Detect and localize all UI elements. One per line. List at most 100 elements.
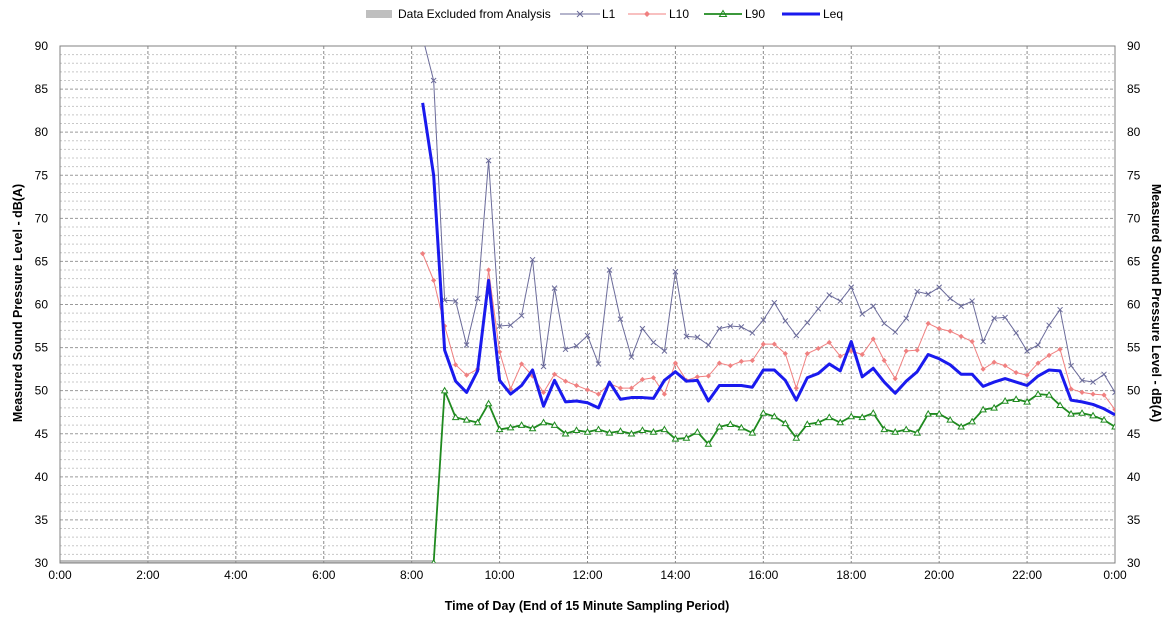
data-point-l10 [661,391,668,397]
data-point-l10 [507,386,514,392]
data-point-l10 [1013,369,1019,376]
y-tick-label-right: 75 [1127,168,1141,182]
y-tick-label-left: 75 [35,168,49,182]
data-point-l10 [881,357,887,364]
data-point-l90 [924,409,933,417]
y-tick-label-left: 90 [35,39,49,53]
data-point-l1 [859,311,866,317]
data-point-l10 [1101,392,1107,398]
data-point-l1 [628,354,635,360]
legend-item-leq: Leq [782,7,843,21]
data-point-l1 [782,318,789,324]
data-point-l1 [562,346,569,353]
data-point-l10 [914,347,920,353]
data-point-l10 [650,375,657,381]
y-tick-label-left: 35 [35,513,49,527]
data-point-l1 [793,332,800,339]
data-point-l1 [474,295,481,302]
y-tick-label-right: 55 [1127,341,1141,355]
legend-swatch-excluded [366,10,392,18]
data-point-l1 [804,319,811,326]
x-tick-label: 8:00 [400,568,424,582]
y-tick-label-left: 40 [35,470,49,484]
data-point-l10 [903,348,909,354]
data-point-l90 [506,423,515,431]
data-point-l90 [748,428,757,436]
data-point-l10 [749,357,755,364]
data-point-l1 [529,256,536,263]
x-axis-title: Time of Day (End of 15 Minute Sampling P… [445,599,730,613]
data-point-l10 [760,341,766,347]
data-point-l90 [484,399,493,407]
data-point-l1 [540,363,547,370]
data-point-l1 [1002,314,1008,321]
data-point-l1 [848,284,855,291]
data-point-l90 [616,427,625,434]
data-point-l90 [814,418,823,426]
data-point-l90 [979,405,987,413]
data-point-l90 [869,409,878,416]
series-line-l90 [432,389,1115,563]
data-point-l1 [727,323,734,329]
data-point-l90 [1012,395,1020,402]
y-tick-label-right: 90 [1127,39,1141,53]
x-tick-label: 22:00 [1012,568,1042,582]
data-point-l1 [925,291,932,298]
data-point-l1 [420,35,425,40]
data-point-l10 [782,351,788,357]
data-point-l90 [451,413,460,421]
plot-area-border [59,45,1116,564]
data-point-l90 [770,412,779,420]
data-point-l1 [672,268,679,275]
data-point-l10 [991,359,997,365]
data-point-l1 [573,343,580,349]
legend-item-excluded: Data Excluded from Analysis [366,7,551,21]
data-point-l90 [737,423,746,431]
y-tick-label-left: 85 [35,82,49,96]
data-point-l90 [440,386,449,394]
data-point-l10 [1112,407,1115,413]
data-point-l10 [595,391,602,397]
excluded-region-layer [60,560,434,563]
data-point-l10 [485,267,492,273]
data-point-l1 [595,361,602,367]
y-tick-label-right: 45 [1127,427,1141,441]
data-point-l1 [485,157,492,164]
data-point-l1 [892,329,899,335]
data-point-l90 [891,428,900,435]
data-point-l1 [881,320,888,327]
data-point-l1 [914,288,921,295]
data-point-l90 [1078,409,1086,416]
data-point-l10 [771,341,777,347]
data-point-l1 [507,322,514,329]
data-point-l10 [870,336,876,342]
data-point-l10 [804,351,810,357]
legend-label-l10: L10 [669,7,689,21]
data-point-l10 [936,326,942,332]
data-point-l10 [540,389,547,395]
data-point-l90 [671,434,680,442]
legend-marker-l90 [718,9,728,17]
data-point-l1 [650,339,657,346]
data-point-l10 [716,360,722,366]
data-point-l1 [1079,377,1085,384]
data-point-l10 [1090,391,1096,397]
data-point-l1 [617,316,624,323]
legend-item-l1: L1 [560,7,616,21]
x-tick-label: 18:00 [836,568,866,582]
data-point-l90 [792,434,801,441]
data-point-l10 [628,385,635,391]
y-tick-label-left: 80 [35,125,49,139]
y-tick-label-right: 80 [1127,125,1141,139]
data-point-l90 [550,421,559,428]
data-point-l1 [584,332,591,339]
data-point-l90 [968,417,977,425]
data-point-l10 [518,361,525,367]
data-point-l1 [551,285,558,291]
data-point-l1 [760,317,767,323]
x-tick-label: 6:00 [312,568,336,582]
data-point-l90 [726,420,735,427]
data-point-l10 [496,349,503,355]
data-point-l10 [793,385,799,391]
data-point-l10 [617,385,624,391]
